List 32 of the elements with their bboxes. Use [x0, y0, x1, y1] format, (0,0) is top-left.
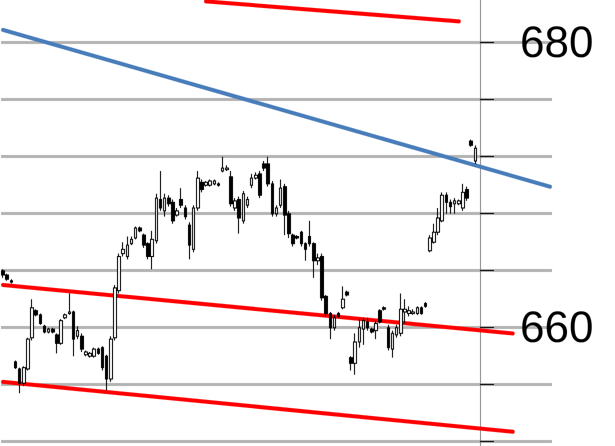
- candlestick: [10, 278, 13, 284]
- candlestick: [130, 236, 133, 246]
- candlestick: [258, 170, 262, 199]
- candlestick: [424, 302, 427, 308]
- candlestick: [341, 286, 345, 310]
- y-tick-label: 660: [520, 303, 594, 352]
- candlestick: [399, 293, 403, 337]
- candlestick: [208, 179, 212, 188]
- candlestick: [184, 204, 187, 220]
- candlestick: [469, 139, 473, 148]
- candlestick: [411, 308, 415, 316]
- candlestick: [179, 188, 183, 209]
- candlestick: [63, 312, 67, 320]
- candlestick: [229, 170, 233, 208]
- candlestick: [92, 347, 96, 358]
- candlestick: [420, 306, 423, 316]
- candlestick: [337, 312, 340, 318]
- candlestick: [461, 183, 465, 212]
- candlestick: [88, 351, 92, 358]
- candlestick: [43, 324, 46, 334]
- candlestick: [84, 350, 88, 357]
- candlestick: [345, 290, 349, 297]
- candlestick: [5, 273, 9, 282]
- candlestick: [171, 198, 175, 224]
- candlestick: [1, 268, 5, 278]
- candlestick: [14, 360, 17, 370]
- candlestick: [283, 183, 287, 236]
- y-tick-label: 680: [520, 18, 594, 68]
- candlestick: [474, 144, 477, 164]
- candlestick: [51, 327, 55, 334]
- candlestick: [362, 317, 365, 346]
- candlestick: [217, 182, 220, 188]
